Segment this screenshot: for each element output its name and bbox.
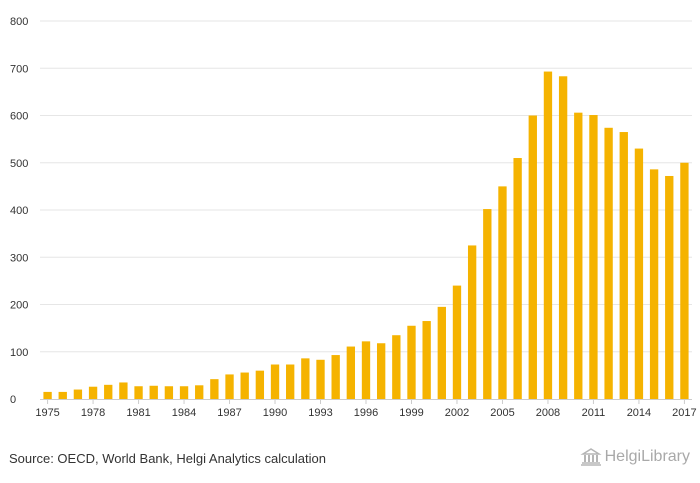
x-tick-label: 2005 (490, 407, 514, 419)
bar-2014 (634, 148, 644, 399)
y-tick-label: 100 (10, 347, 28, 359)
y-tick-label: 300 (10, 252, 28, 264)
bar-2004 (483, 209, 492, 399)
bar-1987 (225, 374, 234, 399)
y-tick-label: 500 (10, 158, 28, 170)
bar-2010 (574, 112, 583, 399)
y-tick-label: 200 (10, 300, 28, 312)
x-tick-label: 2014 (627, 407, 651, 419)
bar-2011 (589, 115, 598, 399)
bar-1997 (376, 343, 386, 399)
bar-chart: 0 100 200 300 400 500 600 700 800 1975 1978 1981 198… (10, 16, 697, 419)
source-note: Source: OECD, World Bank, Helgi Analytic… (9, 451, 326, 466)
bar-2006 (513, 158, 522, 399)
library-building-icon (580, 448, 602, 466)
bar-1998 (392, 335, 401, 399)
x-tick-label: 1993 (308, 407, 332, 419)
logo-text: HelgiLibrary (604, 448, 690, 465)
bar-2001 (437, 306, 446, 399)
bar-2009 (558, 76, 568, 399)
bar-2002 (452, 285, 462, 399)
y-tick-label: 800 (10, 16, 28, 28)
x-tick-label: 1990 (263, 407, 287, 419)
bar-2007 (528, 115, 537, 399)
bar-1990 (270, 364, 280, 399)
bar-2016 (665, 175, 674, 399)
bar-1999 (407, 325, 416, 399)
x-tick-label: 1981 (126, 407, 150, 419)
y-tick-label: 0 (10, 394, 16, 406)
x-tick-label: 2002 (445, 407, 469, 419)
bar-2015 (649, 169, 659, 399)
bar-1991 (286, 364, 295, 399)
bar-2017 (680, 162, 689, 399)
bar-1993 (316, 359, 325, 399)
y-tick-label: 700 (10, 63, 28, 75)
bar-2005 (498, 186, 507, 399)
bar-1983 (164, 386, 174, 399)
bar-2008 (543, 71, 553, 400)
bar-1977 (73, 389, 83, 399)
y-tick-label: 400 (10, 205, 28, 217)
bar-2003 (467, 245, 477, 399)
x-tick-label: 1975 (35, 407, 59, 419)
bar-1975 (43, 391, 52, 399)
bar-1981 (134, 386, 143, 399)
bar-1994 (331, 355, 340, 399)
x-tick-label: 1978 (81, 407, 105, 419)
bar-1992 (301, 358, 310, 399)
bar-1995 (346, 346, 356, 399)
bar-1978 (88, 386, 98, 399)
x-tick-label: 1996 (354, 407, 378, 419)
bar-1980 (119, 382, 128, 399)
bar-1988 (240, 372, 249, 399)
helgi-library-logo[interactable]: HelgiLibrary (580, 448, 690, 466)
bar-1996 (361, 341, 371, 399)
bar-1985 (195, 385, 204, 399)
x-tick-label: 2008 (536, 407, 560, 419)
bar-1976 (58, 391, 67, 399)
bar-2000 (422, 321, 431, 399)
bar-2013 (619, 132, 628, 399)
bar-1984 (179, 386, 189, 399)
chart-footer: Source: OECD, World Bank, Helgi Analytic… (0, 436, 700, 483)
x-tick-label: 2011 (582, 407, 606, 419)
x-tick-label: 2017 (672, 407, 696, 419)
x-tick-label: 1999 (399, 407, 423, 419)
bar-1989 (255, 370, 265, 399)
y-tick-label: 600 (10, 111, 28, 123)
bar-2012 (604, 127, 613, 399)
bar-1982 (149, 385, 158, 399)
x-tick-label: 1984 (172, 407, 196, 419)
x-tick-label: 1987 (217, 407, 241, 419)
bar-1986 (210, 379, 219, 399)
bar-1979 (104, 384, 113, 399)
